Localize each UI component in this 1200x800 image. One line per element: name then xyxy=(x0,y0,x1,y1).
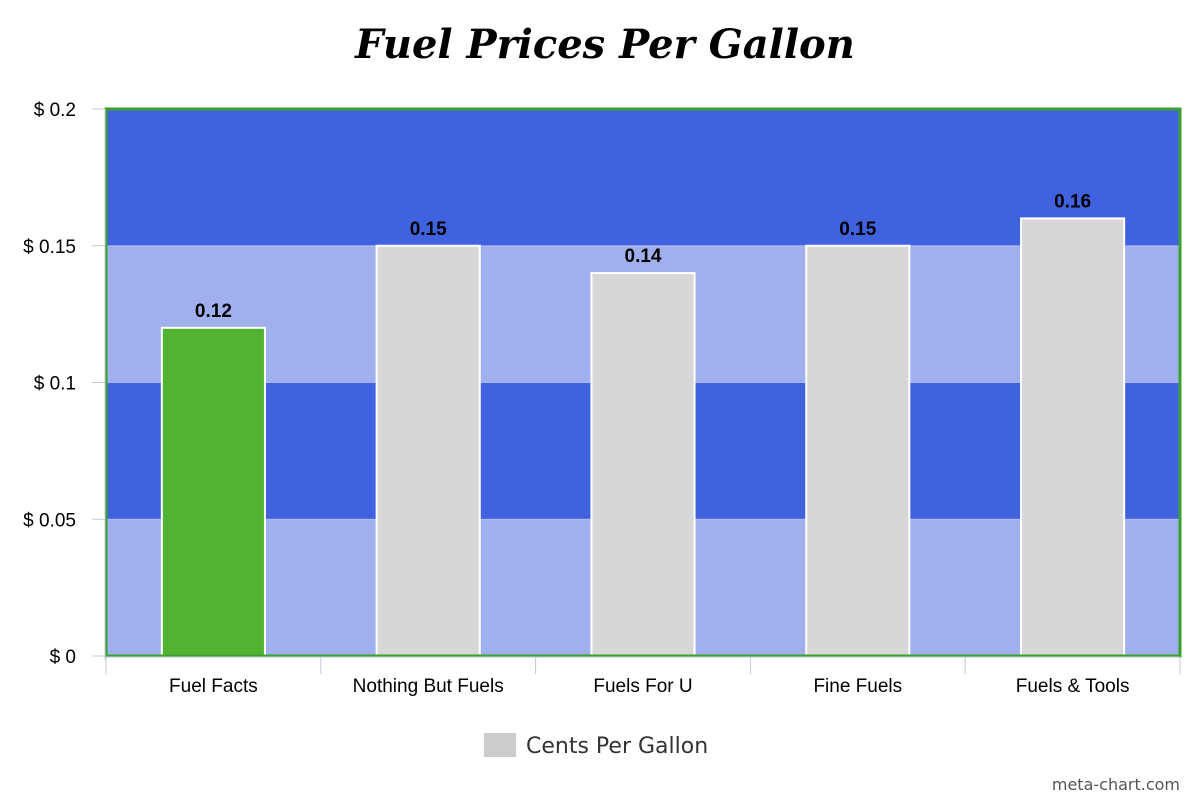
y-tick-label: $ 0.2 xyxy=(34,100,76,121)
x-tick-label: Fine Fuels xyxy=(813,676,902,697)
bar xyxy=(160,326,266,657)
data-label: 0.15 xyxy=(839,219,876,240)
bar xyxy=(375,244,481,657)
data-labels-group: 0.12 0.15 0.14 0.15 0.16 xyxy=(195,191,1091,321)
x-tick-label: Fuels For U xyxy=(593,676,692,697)
y-tick-label: $ 0.15 xyxy=(23,237,76,258)
x-axis: Fuel Facts Nothing But Fuels Fuels For U Fi… xyxy=(105,656,1181,697)
y-tick-label: $ 0.1 xyxy=(34,374,76,395)
plot-band xyxy=(106,109,1180,246)
bar xyxy=(1020,217,1126,657)
data-label: 0.14 xyxy=(625,246,662,267)
bar xyxy=(805,244,911,657)
credit-text[interactable]: meta-chart.com xyxy=(1052,775,1180,794)
chart-title: Fuel Prices Per Gallon xyxy=(354,21,855,68)
legend-swatch xyxy=(484,733,516,757)
data-label: 0.16 xyxy=(1054,191,1091,212)
y-axis: $ 0 $ 0.05 $ 0.1 $ 0.15 $ 0.2 xyxy=(23,100,106,668)
x-tick-label: Nothing But Fuels xyxy=(353,676,504,697)
legend[interactable]: Cents Per Gallon xyxy=(484,733,708,759)
bars-group xyxy=(160,217,1126,657)
y-tick-label: $ 0 xyxy=(50,647,76,668)
legend-label: Cents Per Gallon xyxy=(526,734,708,759)
data-label: 0.12 xyxy=(195,301,232,322)
y-tick-label: $ 0.05 xyxy=(23,510,76,531)
data-label: 0.15 xyxy=(410,219,447,240)
bar xyxy=(590,272,696,657)
plot-border xyxy=(104,107,1182,658)
x-tick-label: Fuels & Tools xyxy=(1016,676,1130,697)
x-tick-label: Fuel Facts xyxy=(169,676,258,697)
